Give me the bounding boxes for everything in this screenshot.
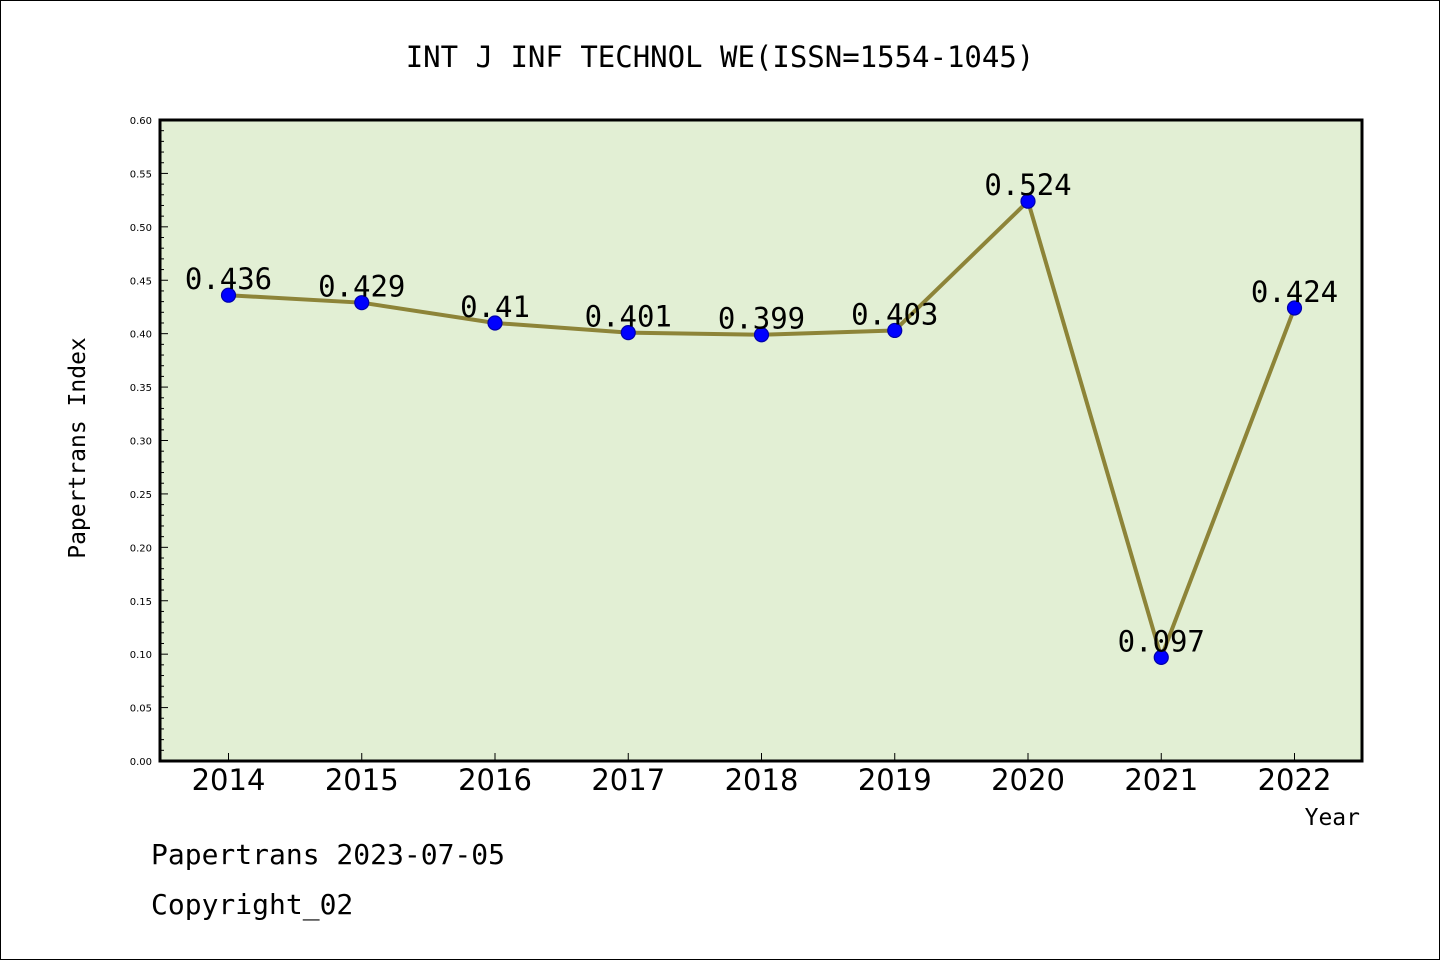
x-tick-label: 2020 bbox=[991, 763, 1065, 797]
data-label: 0.097 bbox=[1118, 624, 1205, 658]
data-label: 0.403 bbox=[851, 297, 938, 331]
y-tick-label: 0.10 bbox=[130, 650, 152, 661]
data-point-marker bbox=[1020, 193, 1036, 209]
footer-date-line: Papertrans 2023-07-05 bbox=[151, 838, 505, 871]
data-label: 0.429 bbox=[318, 270, 405, 304]
data-label: 0.424 bbox=[1251, 275, 1338, 309]
x-tick-label: 2016 bbox=[458, 763, 532, 797]
data-point-marker bbox=[753, 327, 770, 343]
y-axis: 0.00 0.05 0.10 0.15 0.20 0.25 0.30 0.35 0.40 0.45… bbox=[130, 116, 168, 768]
y-tick-label: 0.30 bbox=[130, 437, 152, 448]
data-label: 0.399 bbox=[718, 302, 805, 336]
data-labels-group: 0.436 0.429 0.41 0.401 0.399 0.403 0.524 0.097 0… bbox=[185, 168, 1338, 658]
x-tick-label: 2022 bbox=[1258, 763, 1332, 797]
data-point-marker bbox=[487, 315, 503, 331]
data-point-marker bbox=[220, 287, 237, 303]
data-label: 0.41 bbox=[460, 290, 530, 324]
x-axis: 2014 2015 2016 2017 2018 2019 2020 2021 2022 bbox=[192, 753, 1332, 797]
y-tick-label: 0.15 bbox=[130, 597, 152, 608]
footer-copyright-line: Copyright_02 bbox=[151, 888, 353, 922]
x-tick-label: 2015 bbox=[325, 763, 399, 797]
y-tick-label: 0.00 bbox=[130, 757, 152, 768]
y-tick-label: 0.20 bbox=[130, 543, 152, 554]
data-label: 0.436 bbox=[185, 262, 272, 296]
y-tick-label: 0.35 bbox=[130, 383, 152, 394]
data-point-marker bbox=[887, 322, 903, 339]
x-tick-label: 2017 bbox=[591, 763, 665, 797]
series-line-group bbox=[220, 193, 1303, 665]
y-axis-label: Papertrans Index bbox=[65, 337, 91, 559]
data-point-marker bbox=[1286, 300, 1303, 316]
data-point-marker bbox=[1153, 649, 1169, 665]
x-axis-label: Year bbox=[1305, 805, 1360, 831]
y-tick-label: 0.40 bbox=[130, 330, 152, 341]
x-tick-label: 2014 bbox=[192, 763, 266, 797]
x-tick-label: 2021 bbox=[1124, 763, 1198, 797]
data-label: 0.524 bbox=[984, 168, 1071, 202]
x-tick-label: 2019 bbox=[858, 763, 932, 797]
data-point-marker bbox=[620, 324, 636, 341]
data-point-marker bbox=[354, 295, 370, 311]
plot-area bbox=[158, 118, 1364, 763]
y-tick-label: 0.45 bbox=[130, 276, 152, 287]
y-tick-label: 0.55 bbox=[130, 169, 152, 180]
data-label: 0.401 bbox=[585, 300, 672, 334]
chart-title: INT J INF TECHNOL WE(ISSN=1554-1045) bbox=[406, 40, 1035, 74]
y-tick-label: 0.05 bbox=[130, 704, 152, 715]
y-tick-label: 0.60 bbox=[130, 116, 152, 127]
x-tick-label: 2018 bbox=[725, 763, 799, 797]
y-tick-label: 0.25 bbox=[130, 490, 152, 501]
y-tick-label: 0.50 bbox=[130, 223, 152, 234]
